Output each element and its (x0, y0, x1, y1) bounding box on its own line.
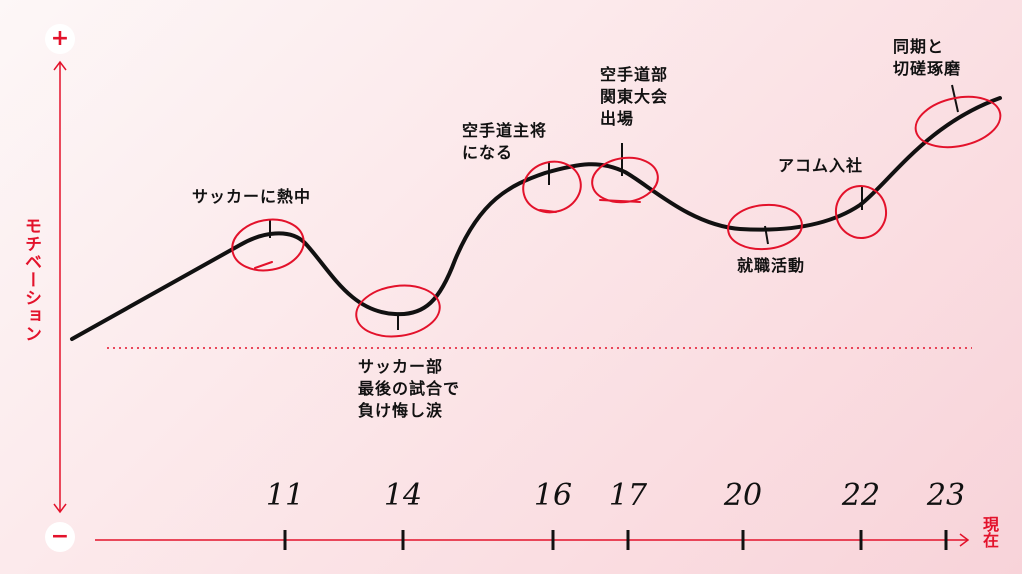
circle-22 (834, 185, 888, 239)
year-label-17: 17 (608, 478, 648, 513)
event-label-16: 空手道主将 になる (462, 121, 548, 162)
year-label-20: 20 (723, 478, 763, 513)
y-axis-label: モチベーション (21, 217, 41, 343)
circle-17 (591, 156, 659, 204)
year-label-16: 16 (533, 478, 573, 513)
circle-23 (914, 95, 1002, 149)
y-axis (53, 60, 67, 514)
event-label-23: 同期と 切磋琢磨 (893, 37, 962, 78)
x-end-label: 現在 (980, 516, 999, 548)
x-axis (95, 533, 970, 547)
circle-14 (355, 284, 441, 338)
event-label-11: サッカーに熱中 (192, 187, 312, 206)
event-label-20: 就職活動 (737, 256, 806, 275)
circle-20 (727, 203, 803, 251)
year-label-23: 23 (926, 478, 966, 513)
circle-16 (522, 160, 582, 214)
highlight-circles (231, 95, 1002, 338)
event-label-17: 空手道部 関東大会 出場 (600, 65, 669, 128)
year-ticks (283, 530, 948, 550)
year-label-11: 11 (265, 478, 305, 513)
marker-20 (764, 225, 769, 245)
minus-sign: − (45, 522, 75, 552)
year-label-14: 14 (383, 478, 423, 513)
event-label-22: アコム入社 (778, 156, 864, 175)
motivation-curve (70, 96, 1002, 341)
event-label-14: サッカー部 最後の試合で 負け悔し涙 (358, 357, 461, 420)
circle-11 (231, 218, 305, 272)
plus-sign: + (45, 24, 75, 54)
year-label-22: 22 (841, 478, 881, 513)
